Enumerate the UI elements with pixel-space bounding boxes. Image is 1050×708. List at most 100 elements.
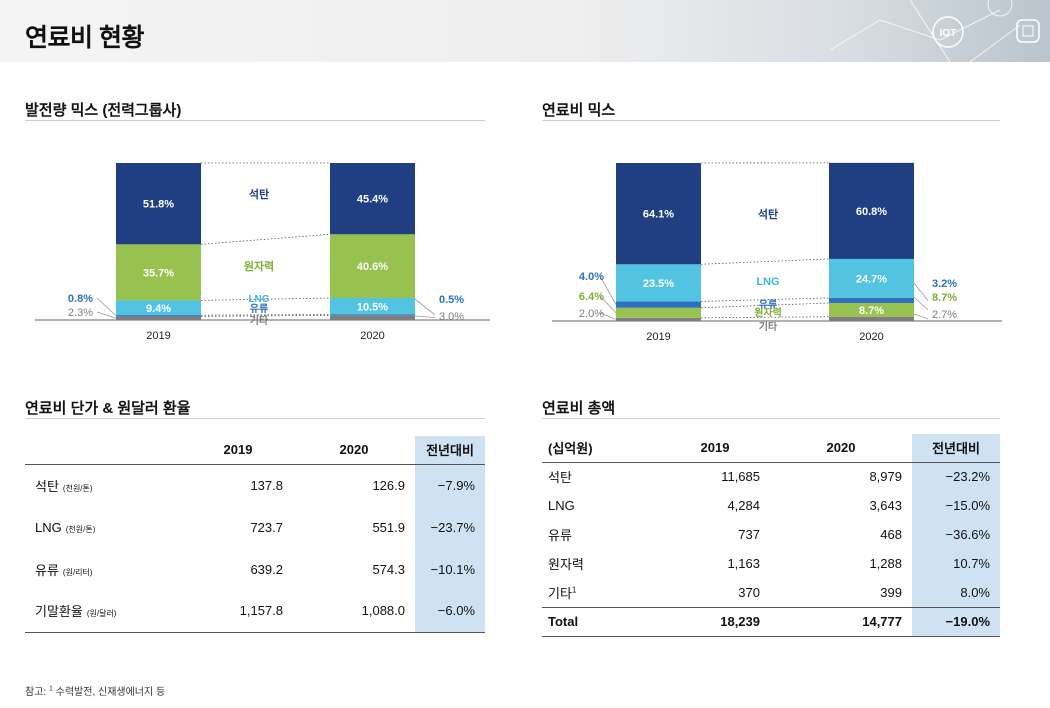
value-2020: 3,643: [869, 498, 902, 513]
bar-segment-유류: [116, 315, 201, 317]
row-label: 기말환율: [35, 604, 83, 620]
bar-segment-원자력: [616, 307, 701, 318]
value-yoy: −10.1%: [415, 548, 485, 590]
value-2019: 737: [738, 527, 760, 542]
divider: [542, 418, 1000, 419]
data-label: 60.8%: [856, 206, 887, 218]
leader-line: [913, 282, 929, 301]
page-title: 연료비 현황: [25, 24, 144, 52]
connector-line: [200, 314, 331, 316]
value-2019: 723.7: [250, 519, 283, 535]
data-label: 23.5%: [643, 278, 674, 290]
value-yoy: −7.9%: [415, 464, 485, 506]
table-row: LNG (천원/톤) 723.7 551.9 −23.7%: [25, 506, 485, 548]
data-label: 8.7%: [859, 305, 884, 317]
table-row: 유류 737 468 −36.6%: [542, 520, 1000, 549]
bar-segment-유류: [330, 314, 415, 316]
connector-line: [700, 258, 830, 265]
bar-segment-기타: [829, 316, 914, 321]
value-2020: 126.9: [372, 477, 405, 493]
data-label: 64.1%: [643, 209, 674, 221]
data-label: 10.5%: [357, 301, 388, 313]
bar-segment-원자력: [829, 302, 914, 317]
data-label: 9.4%: [146, 303, 171, 315]
unit-price-title: 연료비 단가 & 원달러 환율: [25, 400, 191, 417]
row-label: 유류: [35, 562, 59, 578]
divider: [25, 120, 485, 121]
outside-label: 4.0%: [579, 271, 604, 283]
bar-segment-석탄: [330, 163, 415, 235]
chip-core-icon: [1022, 25, 1034, 37]
table-row: 유류 (원/리터) 639.2 574.3 −10.1%: [25, 548, 485, 590]
total-2019: 18,239: [720, 614, 760, 629]
iot-label: IOT: [940, 28, 957, 39]
bar-segment-기타: [330, 315, 415, 320]
outside-label: 2.0%: [579, 308, 604, 320]
table-header-2020: 2020: [339, 442, 369, 458]
value-yoy: 10.7%: [912, 549, 1000, 578]
value-2019: 11,685: [721, 469, 760, 485]
generation-mix-chart: 9.4% 35.7% 51.8% 2019 10.5% 40.6% 45.4% 2020 석탄원…: [35, 162, 490, 342]
row-label: 기타: [548, 585, 572, 601]
footnote-text: 수력발전, 신재생에너지 등: [52, 687, 166, 698]
total-row: Total 18,239 14,777 −19.0%: [542, 607, 1000, 636]
legend-label-원자력: 원자력: [244, 259, 274, 273]
leader-line: [96, 311, 117, 319]
row-label: 석탄: [548, 470, 572, 486]
bar-segment-LNG: [116, 300, 201, 316]
value-yoy: −23.7%: [415, 506, 485, 548]
outside-label: 2.3%: [68, 307, 93, 319]
leader-line: [913, 313, 929, 320]
legend-label-석탄: 석탄: [758, 207, 778, 221]
table-header-unit: (십억원): [548, 441, 593, 457]
value-2019: 137.8: [250, 477, 283, 493]
value-2020: 574.3: [372, 561, 405, 577]
value-yoy: −23.2%: [912, 462, 1000, 491]
connector-line: [700, 302, 830, 309]
footnote-prefix: 참고:: [25, 687, 49, 698]
table-row: 기타1 370 399 8.0%: [542, 578, 1000, 607]
bar-segment-석탄: [829, 162, 914, 259]
value-2020: 8,979: [869, 469, 902, 485]
bar-segment-LNG: [330, 298, 415, 315]
legend-label-기타: 기타: [250, 314, 269, 327]
value-2020: 551.9: [372, 519, 405, 535]
legend-label-기타: 기타: [759, 320, 778, 333]
connector-line: [200, 233, 331, 245]
table-header-empty: [25, 436, 183, 464]
outside-label: 3.0%: [439, 311, 464, 323]
outside-label: 0.5%: [439, 294, 464, 306]
value-2020: 1,088.0: [361, 603, 405, 619]
table-row: 원자력 1,163 1,288 10.7%: [542, 549, 1000, 578]
x-tick-label: 2020: [859, 331, 883, 343]
data-label: 45.4%: [357, 194, 388, 206]
leader-line: [414, 315, 436, 319]
x-tick-label: 2019: [146, 330, 170, 342]
total-yoy: −19.0%: [912, 607, 1000, 636]
row-unit: (천원/톤): [65, 524, 96, 534]
bar-segment-석탄: [616, 163, 701, 265]
legend-label-LNG: LNG: [756, 276, 779, 288]
row-label: 원자력: [548, 557, 584, 572]
table-row: 석탄 (천원/톤) 137.8 126.9 −7.9%: [25, 464, 485, 506]
table-header-2019: 2019: [700, 440, 730, 456]
value-2019: 4,284: [727, 498, 760, 513]
value-2019: 1,157.8: [239, 603, 283, 619]
footnote-mark: 1: [48, 685, 53, 693]
legend-label-유류: 유류: [250, 303, 268, 315]
table-header-yoy: 전년대비: [912, 434, 1000, 462]
leader-line: [599, 295, 617, 314]
value-2019: 1,163: [727, 556, 760, 571]
unit-price-table: 2019 2020 전년대비 석탄 (천원/톤) 137.8 126.9 −7.9…: [25, 436, 485, 633]
outside-label: 8.7%: [932, 292, 957, 304]
connector-line: [700, 297, 830, 302]
outside-label: 6.4%: [579, 291, 604, 303]
value-2019: 639.2: [250, 561, 283, 577]
leader-line: [96, 297, 117, 317]
table-row: 기말환율 (원/달러) 1,157.8 1,088.0 −6.0%: [25, 590, 485, 632]
outside-label: 2.7%: [932, 309, 957, 321]
connector-line: [700, 316, 830, 319]
divider: [542, 120, 1000, 121]
legend-label-LNG: LNG: [248, 294, 269, 305]
row-unit: (천원/톤): [62, 483, 93, 493]
